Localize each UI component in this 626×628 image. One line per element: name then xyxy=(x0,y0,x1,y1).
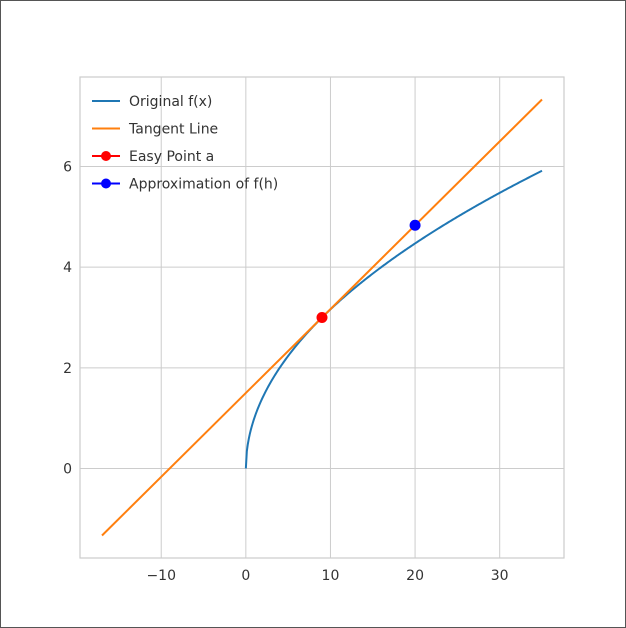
plot-border xyxy=(79,76,565,559)
y-tick-label: 4 xyxy=(63,260,72,276)
legend-label-1: Tangent Line xyxy=(128,122,218,138)
legend: Original f(x) Tangent Line Easy Point a App… xyxy=(92,94,278,193)
data-point-2 xyxy=(316,312,328,323)
legend-label-2: Easy Point a xyxy=(129,149,214,165)
series-line-0 xyxy=(244,169,543,469)
grid xyxy=(80,77,564,558)
series-layer xyxy=(101,98,543,537)
y-tick-label: 2 xyxy=(63,361,72,377)
y-tick-label: 0 xyxy=(63,461,72,477)
x-tick-label: 10 xyxy=(322,568,340,584)
x-tick-label: 30 xyxy=(491,568,509,584)
data-point-3 xyxy=(409,219,421,231)
legend-marker-2 xyxy=(101,151,111,161)
tick-labels: −10 0 10 20 30 0 2 4 6 xyxy=(63,160,509,584)
x-tick-label: 20 xyxy=(406,568,424,584)
x-tick-label: 0 xyxy=(241,568,250,584)
legend-label-0: Original f(x) xyxy=(129,94,212,110)
y-tick-label: 6 xyxy=(63,160,72,176)
x-tick-label: −10 xyxy=(146,568,176,584)
legend-label-3: Approximation of f(h) xyxy=(129,177,278,193)
legend-marker-3 xyxy=(101,178,111,189)
